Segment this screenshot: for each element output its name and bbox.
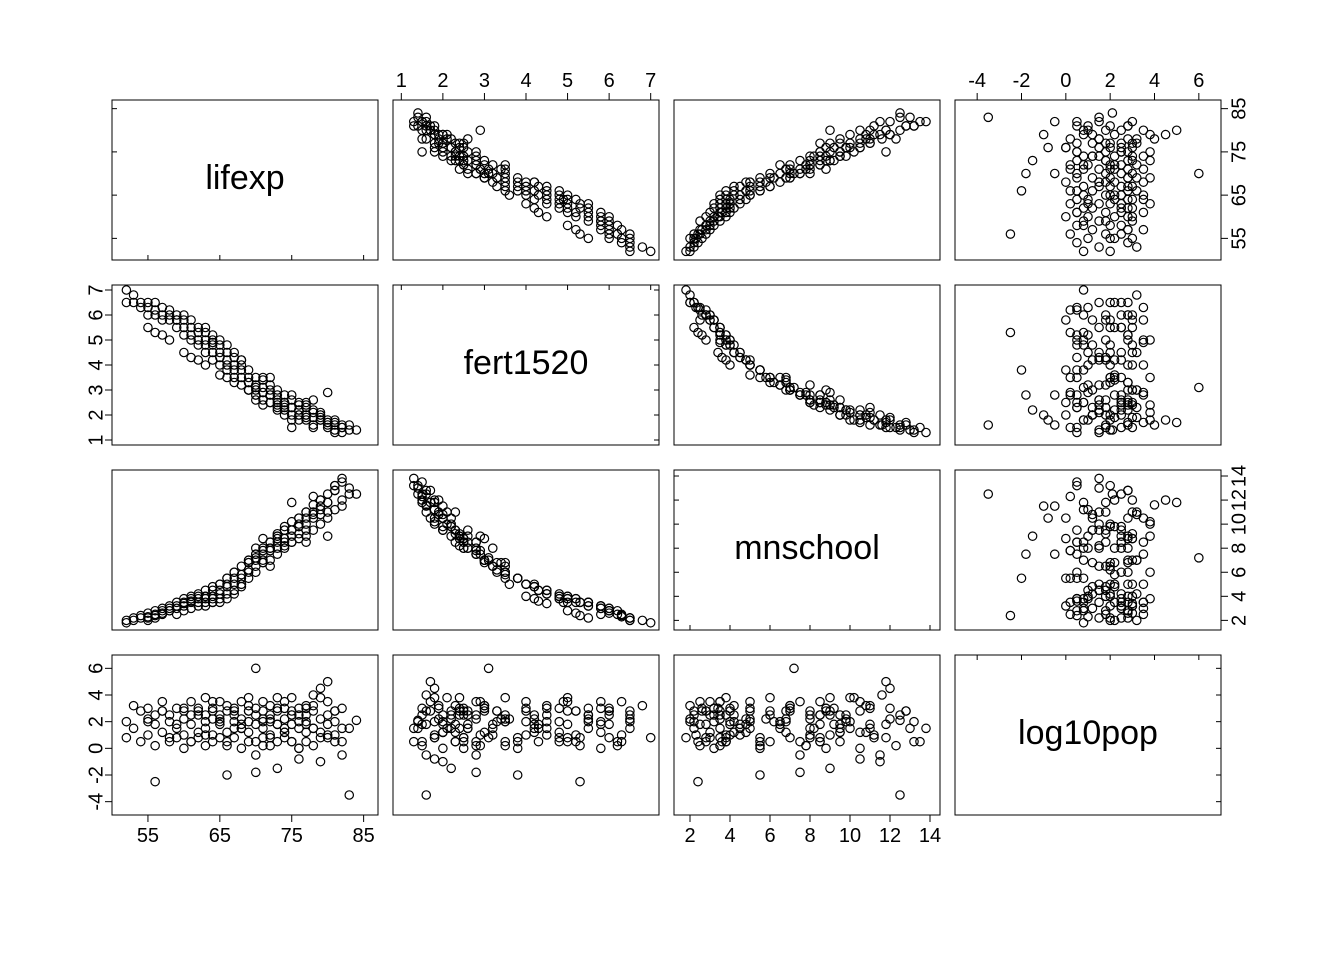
y-tick-label: -2 [85, 766, 107, 784]
panel-0-3 [955, 100, 1221, 260]
x-tick-label: 4 [1149, 70, 1160, 92]
x-tick-label: 3 [479, 70, 490, 92]
x-tick-label: 8 [804, 825, 815, 847]
x-tick-label: 14 [919, 825, 941, 847]
diag-label-fert1520: fert1520 [464, 344, 589, 382]
panel-3-2 [674, 655, 940, 815]
y-tick-label: 10 [1228, 513, 1250, 535]
y-tick-label: 14 [1228, 465, 1250, 487]
y-tick-label: 4 [85, 689, 107, 700]
y-tick-label: 4 [1228, 591, 1250, 602]
y-tick-label: 75 [1228, 141, 1250, 163]
scatterplot-matrix: lifexpfert1520mnschoollog10pop5565758512… [0, 0, 1344, 960]
x-tick-label: 1 [396, 70, 407, 92]
y-tick-label: 12 [1228, 489, 1250, 511]
x-tick-label: 85 [352, 825, 374, 847]
panel-1-3 [955, 285, 1221, 445]
y-tick-label: 6 [85, 663, 107, 674]
panel-2-0 [112, 470, 378, 630]
y-tick-label: 7 [85, 284, 107, 295]
y-tick-label: 8 [1228, 543, 1250, 554]
y-tick-label: 6 [85, 309, 107, 320]
y-tick-label: 4 [85, 359, 107, 370]
panel-1-0 [112, 285, 378, 445]
x-tick-label: 7 [645, 70, 656, 92]
diag-label-log10pop: log10pop [1018, 714, 1158, 752]
x-tick-label: -4 [968, 70, 986, 92]
x-tick-label: 2 [1105, 70, 1116, 92]
panel-3-1 [393, 655, 659, 815]
y-tick-label: 3 [85, 384, 107, 395]
panel-0-2 [674, 100, 940, 260]
x-tick-label: 2 [684, 825, 695, 847]
y-tick-label: 1 [85, 434, 107, 445]
x-tick-label: 4 [724, 825, 735, 847]
x-tick-label: -2 [1013, 70, 1031, 92]
y-tick-label: 2 [1228, 615, 1250, 626]
panel-2-1 [393, 470, 659, 630]
panel-2-3 [955, 470, 1221, 630]
y-tick-label: 0 [85, 743, 107, 754]
y-tick-label: 85 [1228, 98, 1250, 120]
x-tick-label: 2 [437, 70, 448, 92]
y-tick-label: 2 [85, 409, 107, 420]
y-tick-label: 65 [1228, 184, 1250, 206]
x-tick-label: 6 [764, 825, 775, 847]
y-tick-label: 5 [85, 334, 107, 345]
panel-3-3: log10pop [955, 655, 1221, 815]
panel-0-0: lifexp [112, 100, 378, 260]
y-tick-label: 2 [85, 716, 107, 727]
panel-2-2: mnschool [674, 470, 940, 630]
x-tick-label: 6 [604, 70, 615, 92]
x-tick-label: 55 [137, 825, 159, 847]
x-tick-label: 75 [281, 825, 303, 847]
x-tick-label: 4 [520, 70, 531, 92]
x-tick-label: 10 [839, 825, 861, 847]
panel-0-1 [393, 100, 659, 260]
diag-label-lifexp: lifexp [205, 159, 284, 197]
diag-label-mnschool: mnschool [734, 529, 880, 567]
panel-1-1: fert1520 [393, 285, 659, 445]
x-tick-label: 6 [1193, 70, 1204, 92]
panel-3-0 [112, 655, 378, 815]
panel-1-2 [674, 285, 940, 445]
y-tick-label: 55 [1228, 227, 1250, 249]
x-tick-label: 65 [209, 825, 231, 847]
x-tick-label: 12 [879, 825, 901, 847]
y-tick-label: -4 [85, 793, 107, 811]
x-tick-label: 5 [562, 70, 573, 92]
x-tick-label: 0 [1060, 70, 1071, 92]
y-tick-label: 6 [1228, 567, 1250, 578]
